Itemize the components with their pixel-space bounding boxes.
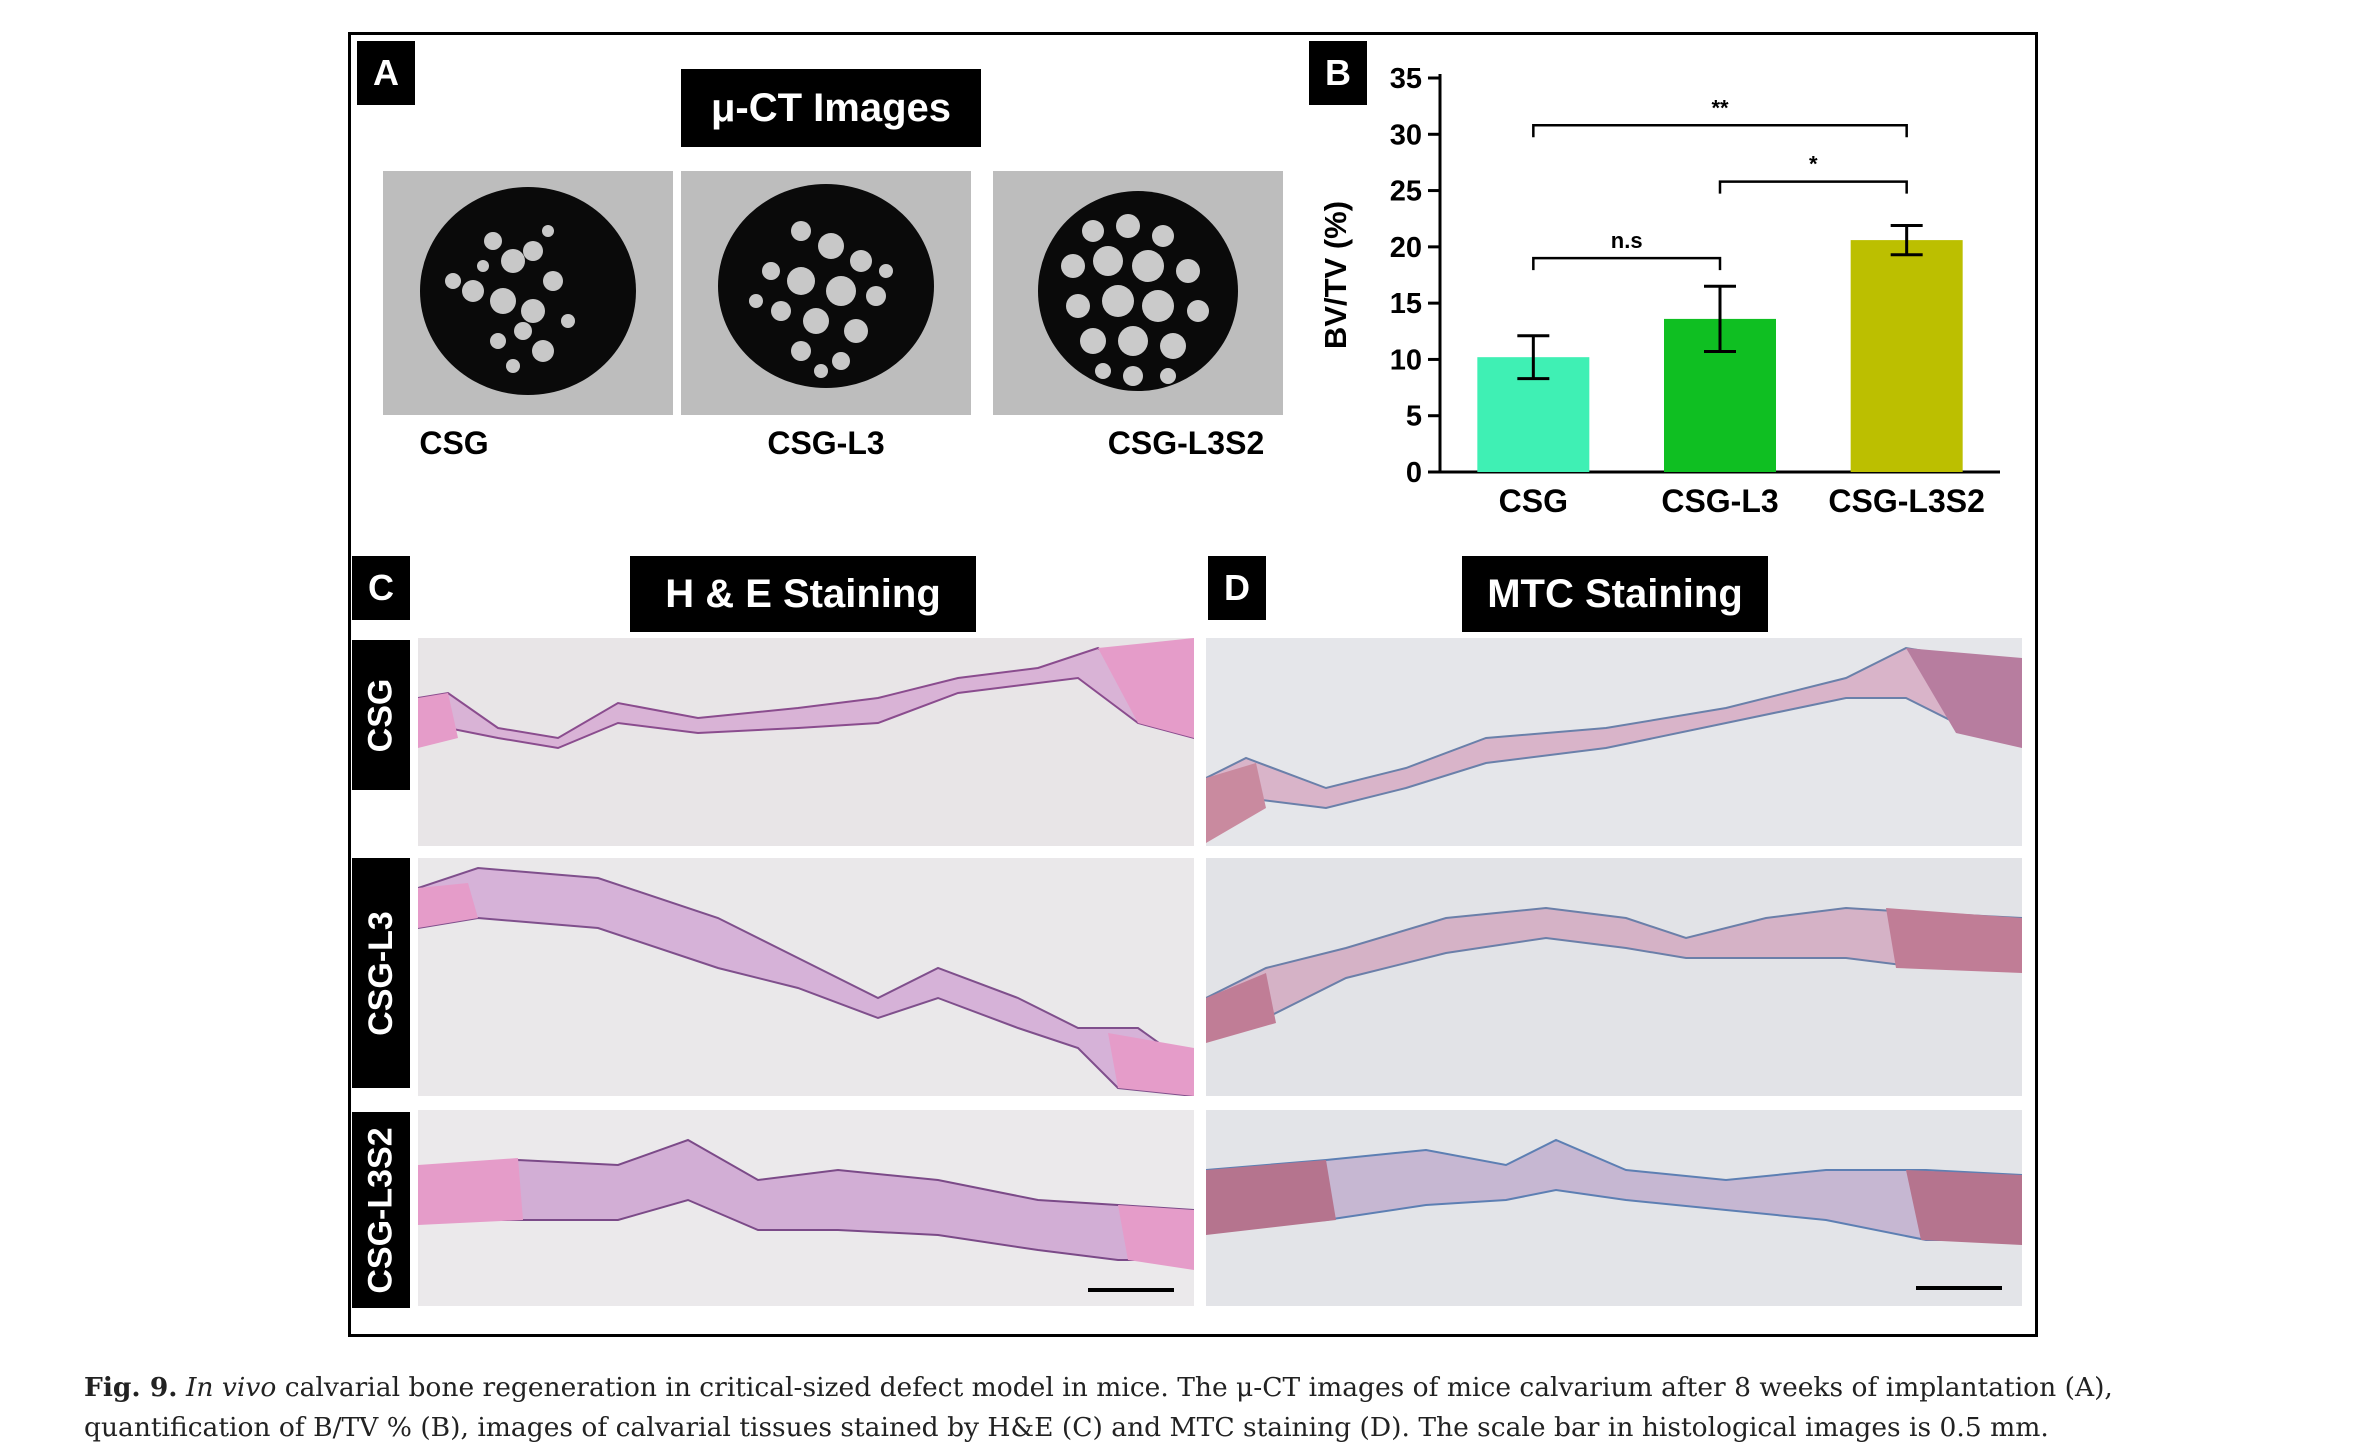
x-tick-label: CSG bbox=[1499, 483, 1568, 519]
significance-bracket bbox=[1718, 180, 1908, 194]
significance-bracket bbox=[1532, 124, 1908, 138]
panel-a-letter: A bbox=[357, 41, 415, 105]
ct-label-csg: CSG bbox=[419, 425, 489, 461]
y-tick-label: 25 bbox=[1390, 176, 1422, 208]
panel-c-letter: C bbox=[352, 556, 410, 620]
y-axis-label: BV/TV (%) bbox=[1318, 201, 1353, 349]
figure-caption: Fig. 9. In vivo calvarial bone regenerat… bbox=[84, 1368, 2304, 1448]
bar-csg-l3s2 bbox=[1850, 240, 1963, 472]
he-image-csg bbox=[418, 638, 1194, 846]
significance-bracket bbox=[1532, 256, 1722, 271]
y-tick-label: 20 bbox=[1390, 232, 1422, 264]
he-image-csg-l3 bbox=[418, 858, 1194, 1096]
ct-image-csg bbox=[383, 171, 673, 415]
panel-c-title: H & E Staining bbox=[630, 556, 976, 632]
panel-a-title: μ-CT Images bbox=[681, 69, 981, 147]
ct-image-csg-l3s2 bbox=[993, 171, 1283, 415]
ct-label-csg-l3: CSG-L3 bbox=[767, 425, 885, 461]
row-label-csg-l3: CSG-L3 bbox=[352, 858, 410, 1088]
row-label-csg: CSG bbox=[352, 640, 410, 790]
panel-b-letter: B bbox=[1309, 41, 1367, 105]
significance-label: n.s bbox=[1611, 228, 1643, 253]
y-tick-label: 30 bbox=[1390, 119, 1422, 151]
significance-label: ** bbox=[1711, 95, 1729, 120]
y-tick-label: 15 bbox=[1390, 288, 1422, 320]
significance-label: * bbox=[1809, 152, 1818, 177]
y-tick-label: 5 bbox=[1406, 401, 1422, 433]
caption-text: calvarial bone regeneration in critical-… bbox=[84, 1372, 2113, 1443]
ct-label-csg-l3s2: CSG-L3S2 bbox=[1107, 425, 1265, 461]
x-tick-label: CSG-L3S2 bbox=[1828, 483, 1984, 519]
mtc-image-csg-l3s2 bbox=[1206, 1110, 2022, 1306]
panel-d-letter: D bbox=[1208, 556, 1266, 620]
row-label-csg-l3s2: CSG-L3S2 bbox=[352, 1112, 410, 1308]
he-image-csg-l3s2 bbox=[418, 1110, 1194, 1306]
caption-fig-number: Fig. 9. bbox=[84, 1372, 178, 1403]
bv-tv-bar-chart: 0 5 10 15 20 25 30 35 BV/TV (%) CSG CSG-L3 CSG-L3S2… bbox=[1318, 63, 2000, 519]
mtc-image-csg-l3 bbox=[1206, 858, 2022, 1096]
mtc-image-csg bbox=[1206, 638, 2022, 846]
panel-d-title: MTC Staining bbox=[1462, 556, 1768, 632]
caption-italic: In vivo bbox=[185, 1372, 277, 1403]
ct-image-csg-l3 bbox=[681, 171, 971, 415]
y-tick-label: 10 bbox=[1390, 344, 1422, 376]
y-tick-label: 0 bbox=[1406, 457, 1422, 489]
y-tick-label: 35 bbox=[1390, 63, 1422, 95]
x-tick-label: CSG-L3 bbox=[1661, 483, 1778, 519]
